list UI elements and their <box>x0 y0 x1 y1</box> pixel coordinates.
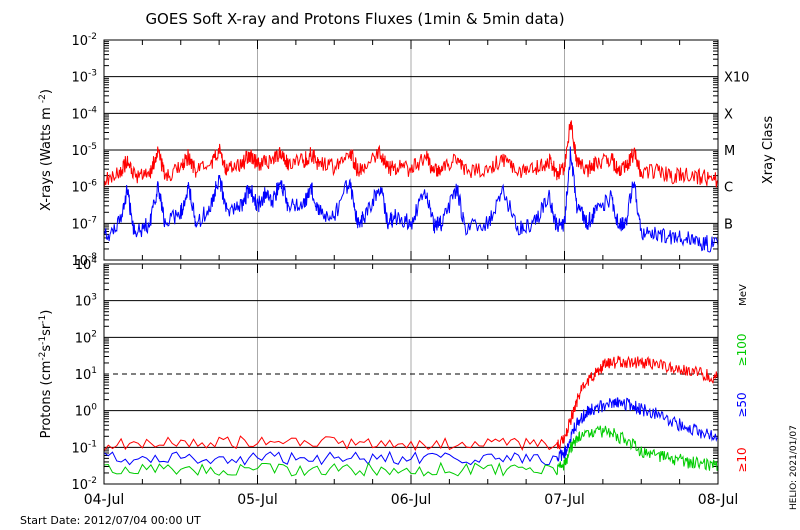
series-line-short <box>103 146 719 253</box>
plot-frame <box>103 263 719 485</box>
y-tick-label: 10-2 <box>71 476 97 493</box>
y-tick-label: 10-4 <box>71 105 97 122</box>
right-axis-title: Xray Class <box>761 116 776 184</box>
x-tick-label: 04-Jul <box>84 492 125 508</box>
x-tick-label: 06-Jul <box>391 492 432 508</box>
class-label: X10 <box>724 71 749 86</box>
proton-panel: 10-2 10-1 100 101 102 103 104 04-Jul 05-Jul 06-Ju… <box>38 256 749 508</box>
helio-credit: HELIO: 2021/01/07 <box>789 425 799 510</box>
legend-label: ≥100 <box>735 334 749 367</box>
y-axis-label: X-rays (Watts m -2) <box>38 89 54 211</box>
unit-label: MeV <box>738 284 749 306</box>
y-tick-label: 10-8 <box>71 252 97 269</box>
series-line--10-mev <box>103 355 719 452</box>
y-tick-label: 10-1 <box>71 439 97 456</box>
y-tick-label: 10-3 <box>71 69 97 86</box>
y-tick-label: 10-2 <box>71 32 97 49</box>
class-label: B <box>724 217 733 232</box>
y-tick-label: 102 <box>75 329 97 346</box>
legend-label: ≥50 <box>735 392 749 417</box>
series-line-long <box>103 120 719 189</box>
x-tick-label: 08-Jul <box>698 492 739 508</box>
xray-panel: 10-8 10-7 10-6 10-5 10-4 10-3 10-2 B C M X X10 Xray … <box>38 32 776 269</box>
y-tick-label: 10-6 <box>71 179 97 196</box>
class-label: M <box>724 144 735 159</box>
y-tick-label: 100 <box>75 403 98 420</box>
class-label: X <box>724 107 733 122</box>
y-axis-label: Protons (cm-2s-1sr-1) <box>38 310 54 439</box>
y-tick-label: 104 <box>75 256 98 273</box>
y-tick-label: 10-5 <box>71 142 97 159</box>
x-tick-label: 05-Jul <box>237 492 278 508</box>
series-line--50-mev <box>103 397 719 466</box>
series-line--100-mev <box>103 425 719 477</box>
y-tick-label: 103 <box>75 293 97 310</box>
y-tick-label: 10-7 <box>71 215 97 232</box>
y-tick-label: 101 <box>75 366 97 383</box>
chart-title: GOES Soft X-ray and Protons Fluxes (1min… <box>145 10 564 28</box>
class-label: C <box>724 181 733 196</box>
start-date-label: Start Date: 2012/07/04 00:00 UT <box>20 514 201 527</box>
x-tick-label: 07-Jul <box>544 492 585 508</box>
plot-frame <box>103 39 719 261</box>
legend-label: ≥10 <box>735 447 749 472</box>
